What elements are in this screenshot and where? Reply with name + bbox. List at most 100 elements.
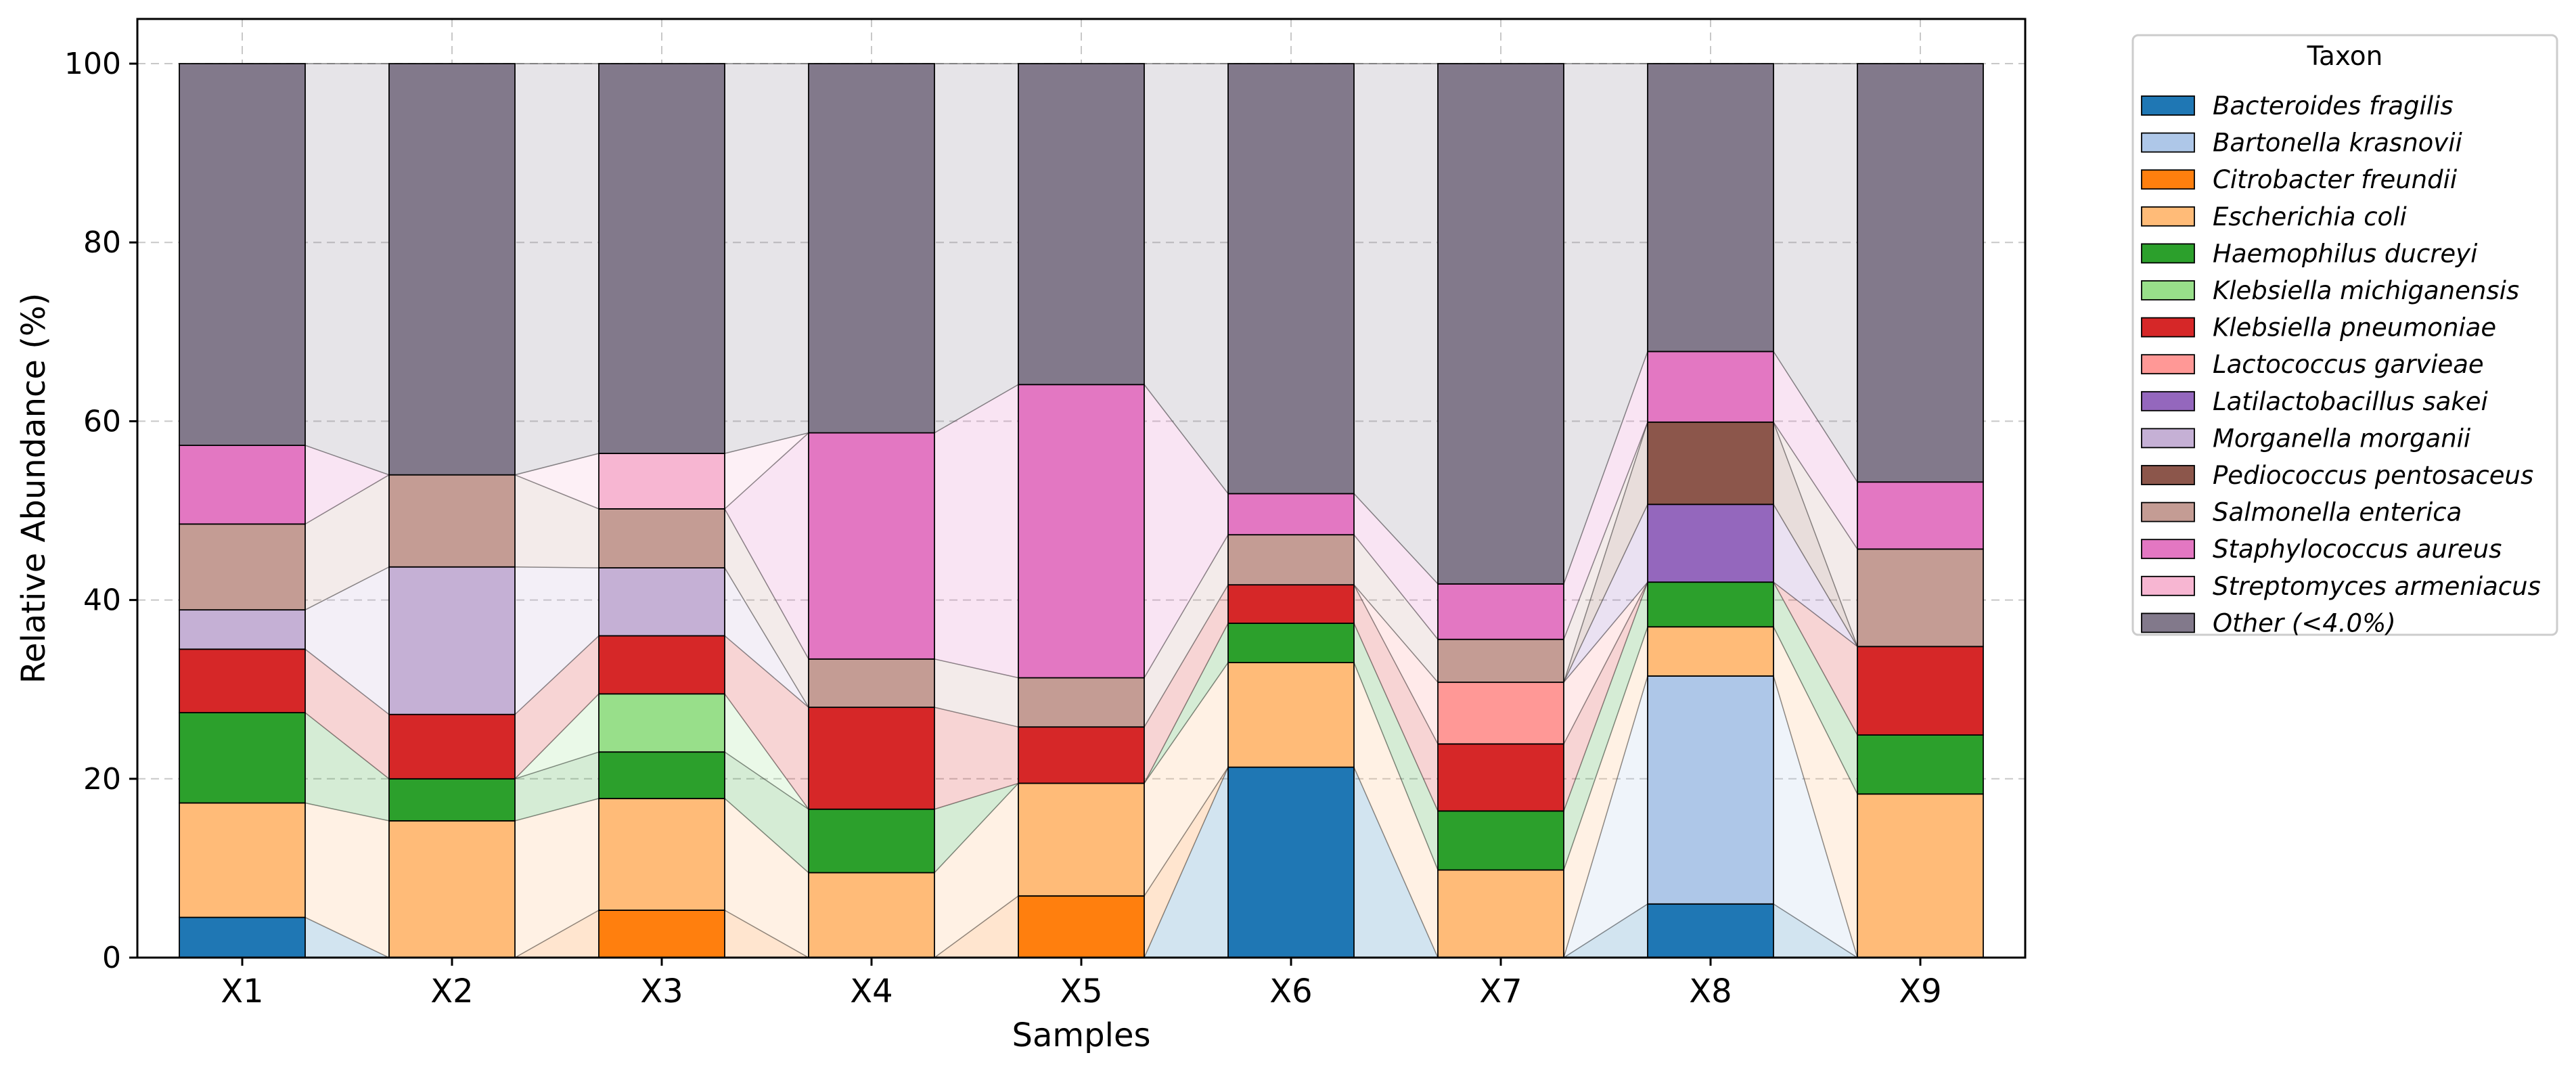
legend-swatch	[2141, 575, 2195, 596]
x-tick-label: X3	[640, 972, 683, 1010]
bar-segment	[1018, 63, 1145, 386]
legend-label: Escherichia coli	[2213, 202, 2407, 231]
flow-band	[515, 752, 599, 821]
flow-edge	[934, 782, 1019, 874]
flow-edge	[1773, 581, 1858, 647]
bar-segment	[179, 648, 306, 713]
flow-edge	[724, 432, 809, 454]
flow-band	[1564, 627, 1648, 958]
x-tick-label: X9	[1899, 972, 1941, 1010]
bar-segment	[1227, 766, 1355, 958]
flow-band	[305, 713, 389, 821]
bar-segment	[1018, 677, 1145, 728]
flow-band	[1354, 623, 1438, 870]
legend-swatch	[2141, 95, 2195, 116]
bar-segment	[1647, 581, 1774, 628]
flow-edge	[514, 751, 600, 780]
legend-swatch	[2141, 501, 2195, 522]
flow-band	[725, 64, 809, 453]
flow-edge	[724, 798, 809, 874]
bar-segment	[1647, 626, 1774, 677]
flow-edge	[1144, 767, 1229, 958]
flow-edge	[724, 751, 809, 810]
flow-edge	[1773, 903, 1858, 958]
flow-band	[1144, 663, 1228, 896]
flow-edge	[304, 474, 390, 524]
bar-segment	[179, 609, 306, 650]
flow-band	[1773, 64, 1857, 483]
legend-swatch	[2141, 317, 2195, 338]
bar-segment	[179, 916, 306, 958]
x-tick-label: X8	[1689, 972, 1732, 1010]
legend-label: Klebsiella michiganensis	[2213, 276, 2519, 305]
x-tick-label: X5	[1060, 972, 1102, 1010]
flow-band	[1144, 585, 1228, 784]
flow-edge	[724, 508, 809, 660]
flow-edge	[514, 566, 600, 568]
flow-edge	[1353, 767, 1439, 958]
flow-band	[725, 432, 809, 659]
bar-segment	[1857, 548, 1984, 648]
flow-band	[934, 783, 1018, 873]
flow-edge	[1773, 351, 1858, 483]
flow-edge	[1563, 351, 1648, 585]
flow-band	[305, 803, 389, 958]
flow-edge	[514, 474, 600, 510]
bar-segment	[179, 523, 306, 611]
bar-segment	[179, 802, 306, 918]
bar-segment	[179, 712, 306, 804]
flow-band	[1354, 64, 1438, 584]
flow-edge	[1353, 584, 1439, 744]
flow-band	[1773, 582, 1857, 736]
bar-segment	[388, 566, 516, 715]
flow-band	[305, 64, 389, 475]
flow-band	[1564, 422, 1648, 683]
flow-edge	[304, 566, 390, 610]
flow-edge	[934, 782, 1019, 810]
flow-edge	[1773, 504, 1858, 647]
flow-band	[1564, 582, 1648, 744]
flow-edge	[1563, 422, 1648, 683]
flow-band	[1564, 351, 1648, 640]
y-tick-label: 100	[64, 47, 121, 81]
flow-band	[1144, 535, 1228, 728]
flow-band	[934, 707, 1018, 809]
flow-edge	[934, 707, 1019, 728]
bar-segment	[598, 910, 725, 958]
flow-edge	[724, 635, 809, 708]
bar-segment	[598, 453, 725, 510]
flow-edge	[1353, 584, 1439, 683]
flow-edge	[1353, 534, 1439, 640]
legend-swatch	[2141, 132, 2195, 153]
x-tick-label: X4	[850, 972, 892, 1010]
flow-band	[934, 783, 1018, 958]
legend-swatch	[2141, 539, 2195, 560]
bar-segment	[808, 707, 935, 810]
flow-band	[1354, 535, 1438, 683]
bar-segment	[598, 751, 725, 799]
bar-segment	[1227, 493, 1355, 536]
legend-swatch	[2141, 206, 2195, 227]
legend-swatch	[2141, 280, 2195, 300]
bar-segment	[1018, 726, 1145, 784]
flow-edge	[934, 384, 1019, 434]
flow-edge	[934, 658, 1019, 679]
bar-segment	[1018, 895, 1145, 958]
flow-bands	[304, 63, 1858, 958]
bar-segment	[1018, 782, 1145, 897]
flow-band	[515, 798, 599, 958]
bar-segment	[1018, 384, 1145, 679]
bar-segment	[1647, 675, 1774, 905]
bar-segment	[808, 63, 935, 434]
flow-edge	[1773, 581, 1858, 736]
bar-segment	[1227, 623, 1355, 663]
bar-segment	[1437, 583, 1564, 640]
flow-edge	[1353, 493, 1439, 585]
flow-edge	[514, 635, 600, 715]
bar-segment	[1437, 869, 1564, 958]
bar-segment	[1227, 63, 1355, 495]
flow-band	[515, 474, 599, 568]
flow-edge	[1563, 422, 1648, 640]
legend-label: Streptomyces armeniacus	[2213, 572, 2541, 601]
